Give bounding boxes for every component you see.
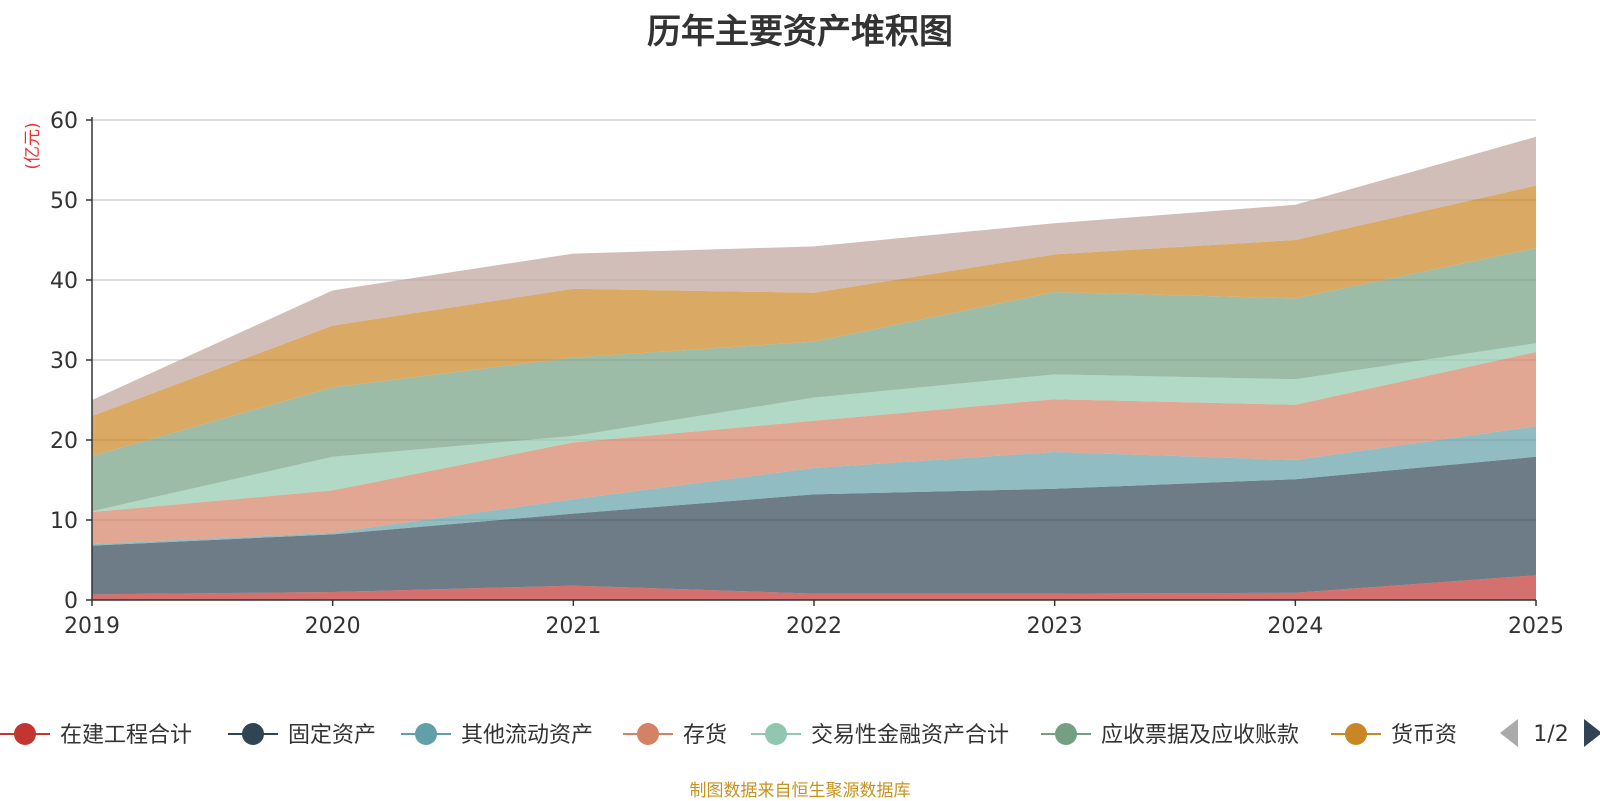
legend-label: 其他流动资产 bbox=[461, 723, 593, 748]
x-ticks: 2019 2020 2021 2022 2023 2024 2025 bbox=[64, 600, 1564, 639]
legend-label: 固定资产 bbox=[288, 723, 376, 748]
legend-label: 货币资 bbox=[1391, 723, 1457, 748]
legend-item[interactable]: 存货 bbox=[623, 723, 727, 748]
legend-item[interactable]: 其他流动资产 bbox=[401, 723, 593, 748]
legend-item[interactable]: 应收票据及应收账款 bbox=[1041, 723, 1299, 748]
legend-dot-icon bbox=[1055, 723, 1077, 745]
chart-title: 历年主要资产堆积图 bbox=[647, 12, 953, 52]
y-tick-label: 50 bbox=[50, 189, 78, 214]
legend-label: 应收票据及应收账款 bbox=[1101, 723, 1299, 748]
legend-prev-page-icon[interactable] bbox=[1500, 719, 1518, 747]
source-note: 制图数据来自恒生聚源数据库 bbox=[689, 781, 911, 801]
x-tick-label: 2022 bbox=[786, 614, 842, 639]
area-series-其他流动资产[interactable] bbox=[92, 426, 1536, 546]
y-axis-unit-label: (亿元) bbox=[23, 122, 43, 169]
area-series-在建工程合计[interactable] bbox=[92, 575, 1536, 600]
y-tick-label: 40 bbox=[50, 269, 78, 294]
y-tick-label: 60 bbox=[50, 109, 78, 134]
legend-pager: 1/2 bbox=[1500, 719, 1600, 747]
legend-dot-icon bbox=[242, 723, 264, 745]
area-series-货币资金[interactable] bbox=[92, 185, 1536, 456]
area-series-存货[interactable] bbox=[92, 352, 1536, 544]
legend-label: 在建工程合计 bbox=[60, 723, 192, 748]
area-series-固定资产[interactable] bbox=[92, 456, 1536, 595]
y-tick-label: 10 bbox=[50, 509, 78, 534]
legend-label: 交易性金融资产合计 bbox=[811, 723, 1009, 748]
area-series-交易性金融资产合计[interactable] bbox=[92, 343, 1536, 512]
legend-dot-icon bbox=[1345, 723, 1367, 745]
x-tick-label: 2020 bbox=[305, 614, 361, 639]
y-tick-label: 20 bbox=[50, 429, 78, 454]
area-series-其他[interactable] bbox=[92, 136, 1536, 417]
area-series-应收票据及应收账款[interactable] bbox=[92, 248, 1536, 512]
legend: 在建工程合计 固定资产 其他流动资产 存货 交易性金融资产合计 应收票据及应收账款 货币资 bbox=[0, 723, 1457, 748]
x-tick-label: 2023 bbox=[1027, 614, 1083, 639]
x-tick-label: 2019 bbox=[64, 614, 120, 639]
legend-dot-icon bbox=[765, 723, 787, 745]
y-tick-label: 0 bbox=[64, 589, 78, 614]
legend-item[interactable]: 货币资 bbox=[1331, 723, 1457, 748]
x-tick-label: 2021 bbox=[545, 614, 601, 639]
legend-dot-icon bbox=[415, 723, 437, 745]
legend-dot-icon bbox=[14, 723, 36, 745]
legend-page-indicator: 1/2 bbox=[1533, 722, 1568, 747]
y-ticks: 0 10 20 30 40 50 60 bbox=[50, 109, 92, 614]
legend-dot-icon bbox=[637, 723, 659, 745]
x-tick-label: 2025 bbox=[1508, 614, 1564, 639]
area-series-group bbox=[92, 136, 1536, 600]
legend-item[interactable]: 固定资产 bbox=[228, 723, 376, 748]
legend-item[interactable]: 交易性金融资产合计 bbox=[751, 723, 1009, 748]
legend-next-page-icon[interactable] bbox=[1584, 719, 1600, 747]
y-tick-label: 30 bbox=[50, 349, 78, 374]
legend-item[interactable]: 在建工程合计 bbox=[0, 723, 192, 748]
x-tick-label: 2024 bbox=[1267, 614, 1323, 639]
legend-label: 存货 bbox=[683, 723, 727, 748]
